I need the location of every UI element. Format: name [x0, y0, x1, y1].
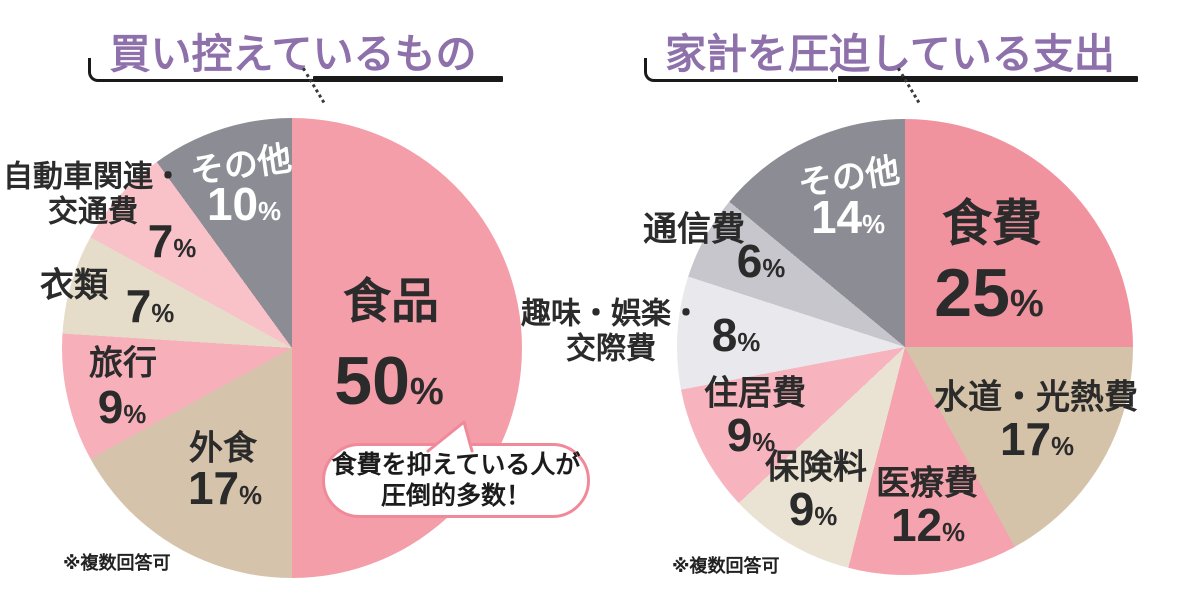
value-communications-number: 6: [736, 235, 763, 287]
value-medical: 12%: [891, 498, 965, 552]
label-hobby-social-line1: 趣味・娯楽・: [521, 297, 701, 331]
value-food: 50%: [334, 342, 444, 420]
value-utilities-percent-sign: %: [1051, 433, 1075, 461]
value-travel-number: 9: [97, 381, 124, 433]
label-eating-out: 外食: [189, 429, 257, 468]
pie-chart-household-expenses: [677, 119, 1133, 575]
left-title-bracket-underline: [88, 58, 313, 82]
label-medical: 医療費: [876, 464, 978, 503]
value-insurance: 9%: [789, 482, 838, 536]
label-travel: 旅行: [89, 344, 157, 383]
label-hobby-social-line2: 交際費: [566, 332, 656, 365]
value-housing: 9%: [727, 408, 776, 462]
label-hobby-social: 趣味・娯楽・ 交際費: [521, 298, 701, 367]
label-housing: 住居費: [704, 374, 806, 413]
value-food-cost: 25%: [934, 254, 1044, 332]
value-hobby-social: 8%: [712, 308, 761, 362]
left-chart-title: 買い控えているもの: [109, 31, 477, 77]
value-housing-number: 9: [726, 409, 753, 461]
right-chart-note: ※複数回答可: [672, 556, 780, 576]
left-chart-note: ※複数回答可: [63, 553, 171, 573]
value-other-left-number: 10: [206, 178, 259, 230]
value-medical-percent-sign: %: [942, 519, 966, 547]
label-utilities: 水道・光熱費: [934, 378, 1138, 417]
value-eating-out-percent-sign: %: [239, 482, 263, 510]
label-food: 食品: [342, 275, 440, 329]
value-clothing: 7%: [126, 279, 175, 333]
label-car-transport-line1: 自動車関連・: [3, 160, 183, 194]
value-food-percent-sign: %: [409, 371, 444, 413]
right-title-thick-underline: [838, 76, 1138, 82]
value-car-transport-number: 7: [147, 215, 174, 267]
value-insurance-number: 9: [788, 483, 815, 535]
label-food-cost: 食費: [942, 195, 1042, 252]
label-clothing: 衣類: [40, 266, 108, 305]
value-other-left-percent-sign: %: [258, 198, 282, 226]
value-car-transport-percent-sign: %: [173, 235, 197, 263]
label-communications: 通信費: [643, 210, 745, 249]
value-hobby-social-number: 8: [711, 309, 738, 361]
value-communications-percent-sign: %: [762, 255, 786, 283]
value-clothing-number: 7: [125, 280, 152, 332]
value-other-right-number: 14: [810, 191, 863, 243]
right-title-bracket-underline: [644, 58, 837, 82]
callout-tail: [426, 420, 474, 453]
value-eating-out-number: 17: [187, 462, 240, 514]
right-chart-title: 家計を圧迫している支出: [665, 31, 1115, 77]
value-food-number: 50: [334, 343, 410, 419]
value-other-left: 10%: [207, 177, 281, 231]
label-car-transport: 自動車関連・ 交通費: [3, 161, 183, 230]
value-food-cost-percent-sign: %: [1009, 283, 1044, 325]
left-title-thick-underline: [313, 76, 503, 82]
value-travel-percent-sign: %: [123, 401, 147, 429]
callout-line1: 食費を抑えている人が: [331, 451, 581, 479]
value-car-transport: 7%: [148, 214, 197, 268]
value-communications: 6%: [737, 234, 786, 288]
value-travel: 9%: [98, 380, 147, 434]
label-insurance: 保険料: [765, 448, 867, 487]
value-insurance-percent-sign: %: [814, 503, 838, 531]
value-other-right: 14%: [811, 190, 885, 244]
value-clothing-percent-sign: %: [151, 300, 175, 328]
value-utilities-number: 17: [999, 413, 1052, 465]
value-eating-out: 17%: [188, 461, 262, 515]
value-utilities: 17%: [1000, 412, 1074, 466]
value-food-cost-number: 25: [934, 255, 1010, 331]
value-other-right-percent-sign: %: [862, 211, 886, 239]
callout-line2: 圧倒的多数！: [380, 481, 531, 510]
value-housing-percent-sign: %: [752, 429, 776, 457]
value-hobby-social-percent-sign: %: [737, 329, 761, 357]
label-car-transport-line2: 交通費: [48, 195, 138, 228]
value-medical-number: 12: [890, 499, 943, 551]
